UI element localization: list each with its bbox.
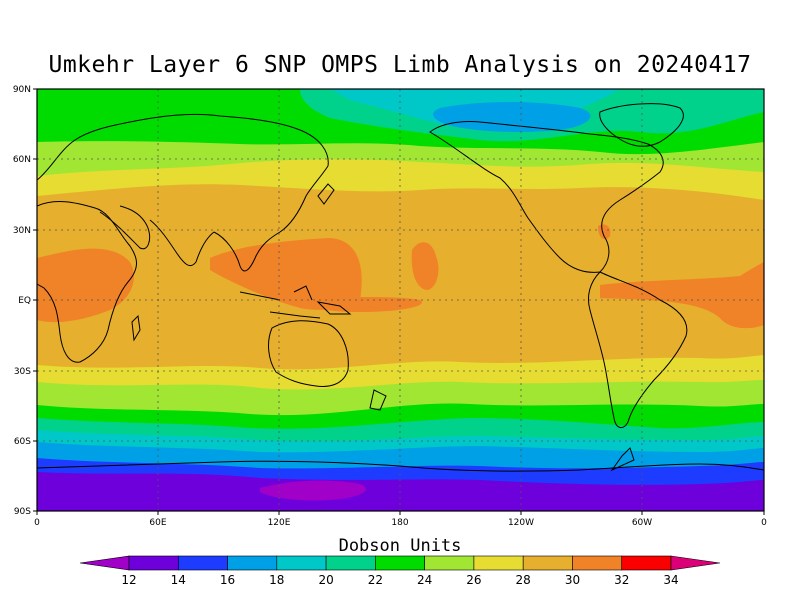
band-30-32-central-pacific: [411, 242, 439, 290]
coast-antarctic-peninsula: [610, 447, 635, 472]
colorbar-box: [227, 555, 278, 571]
colorbar-box: [276, 555, 327, 571]
band-16-18-north: [433, 102, 591, 132]
coast-madagascar: [131, 314, 141, 342]
lat-label: 90N: [13, 85, 31, 95]
lon-axis-labels: 0 60E 120E 180 120W 60W 0: [34, 518, 767, 528]
lat-label: 30N: [13, 226, 31, 236]
colorbar-tick-label: 14: [171, 573, 186, 587]
colorbar-box: [128, 555, 179, 571]
coast-arabia: [99, 205, 151, 250]
colorbar-box: [375, 555, 425, 571]
coast-indonesia: [239, 285, 321, 319]
colorbar-title: Dobson Units: [338, 536, 462, 556]
colorbar-tick-label: 24: [417, 573, 432, 587]
colorbar-tick-label: 22: [368, 573, 383, 587]
coast-greenland: [599, 103, 684, 147]
colorbar-tick-label: 18: [269, 573, 284, 587]
colorbar-tick-labels: 12 14 16 18 20 22 24 26 28 30 32 34: [121, 573, 678, 587]
colorbar-over-triangle: [670, 555, 721, 571]
lat-label: 30S: [14, 367, 31, 377]
coast-new-guinea: [316, 301, 352, 315]
coast-eurasia-north: [37, 113, 329, 181]
ozone-contour-field: [37, 89, 764, 511]
colorbar-tick-label: 26: [466, 573, 481, 587]
colorbar-box: [177, 555, 228, 571]
lat-axis-labels: 90N 60N 30N EQ 30S 60S 90S: [13, 85, 31, 517]
band-30-32-africa: [37, 248, 134, 323]
coast-australia: [268, 320, 349, 387]
coast-east-asia: [213, 165, 329, 272]
coast-antarctica: [37, 460, 764, 472]
lon-label: 0: [34, 518, 40, 528]
coast-africa: [37, 201, 137, 363]
lon-label: 120W: [508, 518, 534, 528]
lon-label: 60E: [149, 518, 166, 528]
colorbar-box: [473, 555, 524, 571]
band-30-32-pacific: [300, 297, 422, 312]
colorbar-box: [572, 555, 623, 571]
coast-north-america: [429, 121, 664, 273]
colorbar-tick-label: 16: [220, 573, 235, 587]
colorbar-tick-label: 30: [565, 573, 580, 587]
colorbar-tick-label: 34: [663, 573, 678, 587]
lon-label: 60W: [632, 518, 652, 528]
coast-japan: [317, 183, 335, 205]
colorbar: [79, 555, 721, 571]
band-30-32-atlantic: [600, 262, 764, 329]
lon-label: 180: [391, 518, 408, 528]
band-12-14-south: [37, 472, 764, 511]
coastlines: [37, 103, 764, 472]
colorbar-box: [325, 555, 376, 571]
colorbar-tick-label: 32: [614, 573, 629, 587]
lon-label: 120E: [268, 518, 291, 528]
coast-new-zealand: [369, 389, 387, 411]
band-30-32-caribbean: [598, 224, 611, 240]
lat-label: 90S: [14, 507, 31, 517]
band-30-32-asia: [210, 238, 362, 310]
lat-label: 60N: [13, 155, 31, 165]
lat-label: EQ: [18, 296, 31, 306]
colorbar-tick-label: 28: [516, 573, 531, 587]
map-title: Umkehr Layer 6 SNP OMPS Limb Analysis on…: [48, 52, 752, 78]
colorbar-under-triangle: [79, 555, 130, 571]
lon-label: 0: [761, 518, 767, 528]
tick-marks: [33, 88, 765, 515]
colorbar-tick-label: 20: [318, 573, 333, 587]
colorbar-tick-label: 12: [121, 573, 136, 587]
colorbar-box: [621, 555, 672, 571]
band-lt12-south: [260, 480, 366, 501]
colorbar-box: [522, 555, 573, 571]
coast-south-america: [587, 271, 688, 428]
colorbar-box: [424, 555, 475, 571]
gridlines: [37, 89, 764, 511]
coast-india: [149, 219, 215, 267]
lat-label: 60S: [14, 437, 31, 447]
